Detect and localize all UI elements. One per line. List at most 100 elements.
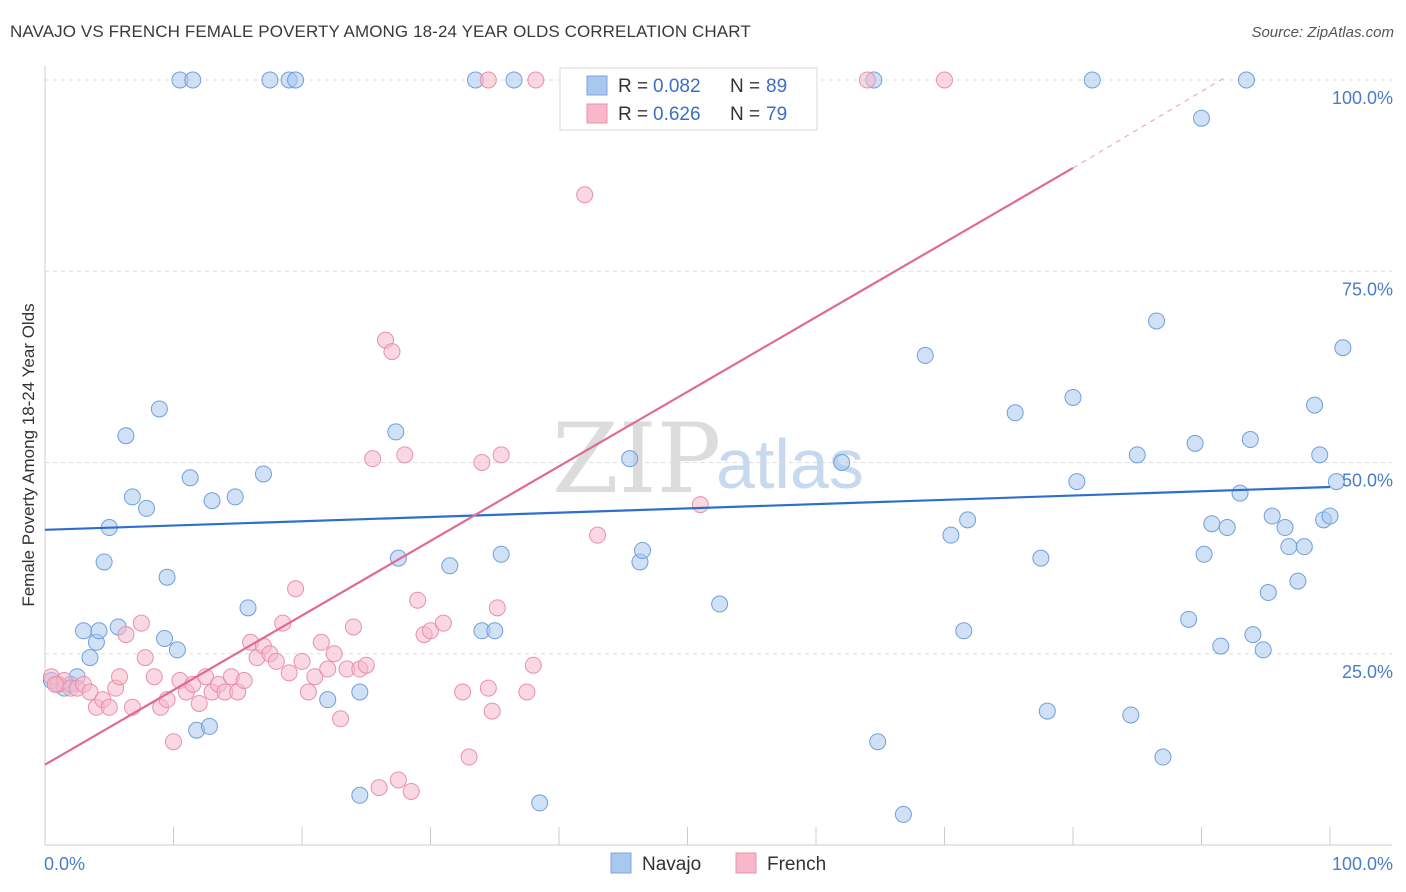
french-point <box>145 668 163 686</box>
navajo-point <box>203 492 221 510</box>
french-point <box>479 679 497 697</box>
navajo-point <box>1311 446 1329 464</box>
french-point <box>312 633 330 651</box>
navajo-point <box>1064 388 1082 406</box>
french-point <box>527 71 545 89</box>
source-label: Source: ZipAtlas.com <box>1251 24 1394 41</box>
french-point <box>332 710 350 728</box>
series-legend: Navajo French <box>610 852 826 875</box>
navajo-point <box>1306 396 1324 414</box>
french-point <box>383 343 401 361</box>
navajo-point <box>1006 404 1024 422</box>
french-point <box>280 664 298 682</box>
navajo-point <box>621 450 639 468</box>
navajo-point <box>916 346 934 364</box>
navajo-point <box>1241 431 1259 449</box>
navajo-point <box>287 71 305 89</box>
french-point <box>518 683 536 701</box>
french-point <box>299 683 317 701</box>
navajo-point <box>486 622 504 640</box>
french-point <box>325 645 343 663</box>
navajo-point <box>156 629 174 647</box>
navajo-point <box>95 553 113 571</box>
navajo-points <box>42 71 1352 823</box>
navajo-point <box>955 622 973 640</box>
legend-navajo-label: Navajo <box>642 854 701 875</box>
navajo-point <box>1195 545 1213 563</box>
navajo-point <box>261 71 279 89</box>
french-swatch <box>586 103 608 124</box>
navajo-point <box>181 469 199 487</box>
french-point <box>389 771 407 789</box>
french-point <box>454 683 472 701</box>
navajo-point <box>158 568 176 586</box>
navajo-point <box>1263 507 1281 525</box>
stats-legend: R = 0.082 N = 89 R = 0.626 N = 79 <box>559 67 818 131</box>
legend-french-swatch <box>735 852 757 874</box>
navajo-point <box>894 805 912 823</box>
navajo-point <box>81 649 99 667</box>
navajo-point <box>634 541 652 559</box>
french-point <box>370 779 388 797</box>
navajo-r-value: 0.082 <box>653 76 701 97</box>
navajo-point <box>168 641 186 659</box>
navajo-point <box>1186 434 1204 452</box>
french-points <box>42 71 953 800</box>
french-point <box>111 668 129 686</box>
x-tick-label: 100.0% <box>1332 854 1393 874</box>
y-tick-label: 100.0% <box>1332 88 1393 108</box>
french-point <box>396 446 414 464</box>
french-point <box>357 656 375 674</box>
navajo-trend-line <box>44 485 1331 531</box>
french-point <box>100 698 118 716</box>
navajo-point <box>711 595 729 613</box>
french-point <box>402 782 420 800</box>
navajo-point <box>123 488 141 506</box>
french-point <box>858 71 876 89</box>
navajo-point <box>351 683 369 701</box>
navajo-point <box>200 717 218 735</box>
navajo-point <box>226 488 244 506</box>
navajo-point <box>1212 637 1230 655</box>
y-axis-title: Female Poverty Among 18-24 Year Olds <box>19 303 38 606</box>
navajo-point <box>1083 71 1101 89</box>
navajo-n-label: N = <box>730 76 760 97</box>
y-tick-label: 25.0% <box>1342 662 1393 682</box>
navajo-point <box>441 557 459 575</box>
french-point <box>434 614 452 632</box>
french-point <box>473 454 491 471</box>
french-point <box>344 618 362 636</box>
trend-lines <box>44 75 1331 766</box>
legend-navajo-swatch <box>610 852 632 874</box>
navajo-point <box>1154 748 1172 766</box>
navajo-point <box>1254 641 1272 659</box>
navajo-point <box>1203 515 1221 533</box>
tick-labels: 25.0% 50.0% 75.0% 100.0% 0.0% 100.0% <box>44 88 1393 874</box>
navajo-point <box>1276 519 1294 537</box>
french-point <box>81 683 99 701</box>
navajo-point <box>1122 706 1140 724</box>
french-r-value: 0.626 <box>653 104 701 125</box>
french-point <box>46 675 64 693</box>
navajo-point <box>1259 584 1277 602</box>
french-point <box>936 71 953 89</box>
french-point <box>483 702 501 720</box>
navajo-point <box>351 786 369 804</box>
navajo-point <box>833 454 851 471</box>
navajo-point <box>1334 339 1352 357</box>
navajo-point <box>387 423 405 441</box>
navajo-r-label: R = <box>618 76 648 97</box>
navajo-n-value: 89 <box>766 76 787 97</box>
navajo-point <box>1289 572 1307 590</box>
french-point <box>132 614 150 632</box>
navajo-point <box>138 499 156 517</box>
y-tick-label: 75.0% <box>1342 279 1393 299</box>
gridlines <box>45 79 1392 655</box>
x-tick-label: 0.0% <box>44 854 85 874</box>
navajo-point <box>1327 473 1345 491</box>
navajo-point <box>505 71 523 89</box>
navajo-point <box>1148 312 1166 330</box>
french-trend-line <box>44 167 1074 766</box>
navajo-point <box>117 427 135 445</box>
